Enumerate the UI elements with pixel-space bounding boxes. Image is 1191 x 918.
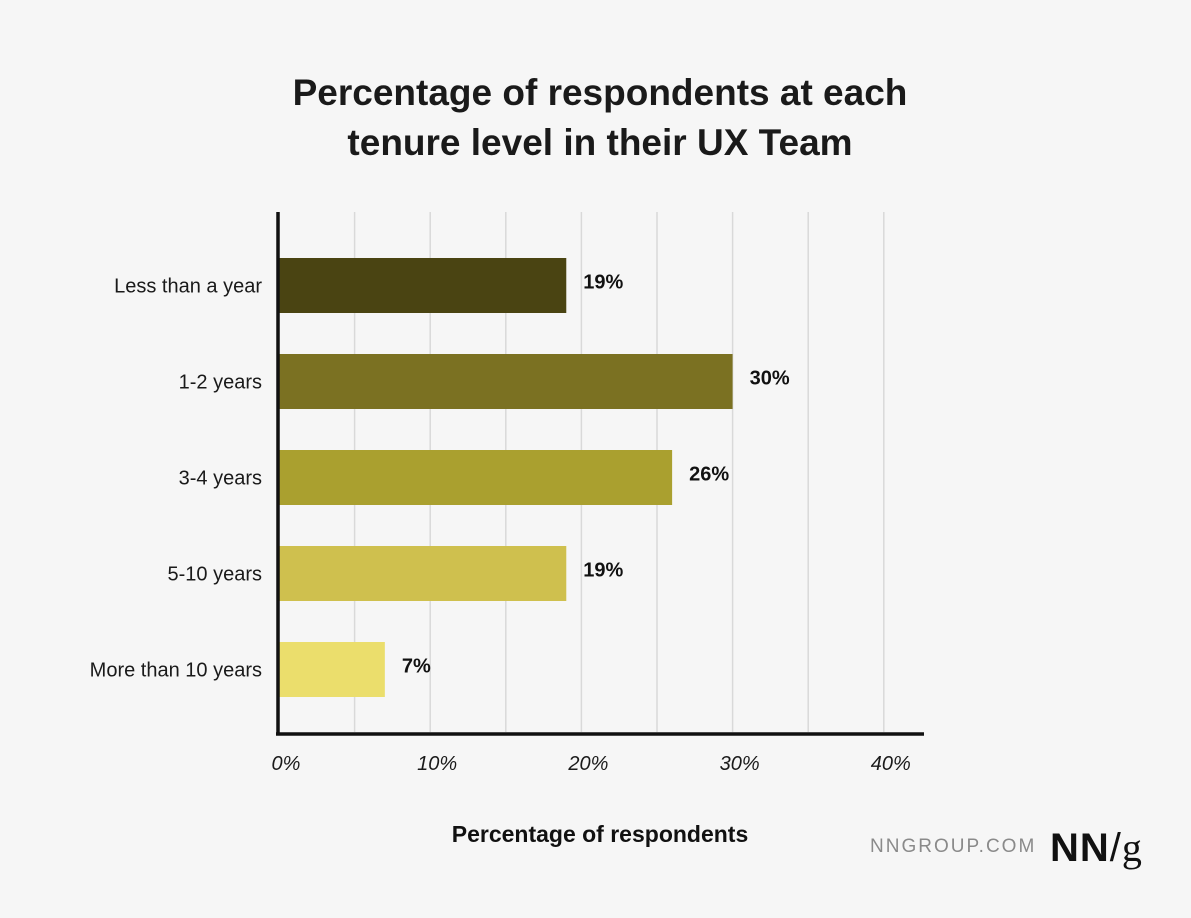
bar — [279, 642, 385, 697]
x-tick-label: 10% — [417, 753, 457, 775]
x-axis-title: Percentage of respondents — [452, 821, 749, 847]
x-tick-label: 40% — [871, 753, 911, 775]
category-label: 3-4 years — [179, 468, 262, 490]
x-tick-label: 30% — [720, 753, 760, 775]
data-label: 7% — [402, 656, 431, 678]
x-tick-label: 0% — [272, 753, 301, 775]
data-label: 26% — [689, 464, 729, 486]
data-label: 19% — [583, 560, 623, 582]
bar — [279, 258, 567, 313]
category-label: 5-10 years — [168, 564, 263, 586]
category-label: More than 10 years — [90, 660, 262, 682]
bar — [279, 354, 733, 409]
data-label: 30% — [750, 368, 790, 390]
data-label: 19% — [583, 272, 623, 294]
footer-site-text: NNGROUP.COM — [870, 836, 1037, 857]
chart-title: Percentage of respondents at each tenure… — [0, 68, 1191, 168]
nng-logo: NN/g — [1050, 825, 1143, 870]
bar — [279, 546, 567, 601]
category-label: 1-2 years — [179, 372, 262, 394]
x-tick-label: 20% — [567, 753, 608, 775]
chart-title-line-2: tenure level in their UX Team — [347, 122, 853, 163]
bar — [279, 450, 673, 505]
category-label: Less than a year — [114, 276, 262, 298]
chart-title-line-1: Percentage of respondents at each — [292, 72, 908, 113]
